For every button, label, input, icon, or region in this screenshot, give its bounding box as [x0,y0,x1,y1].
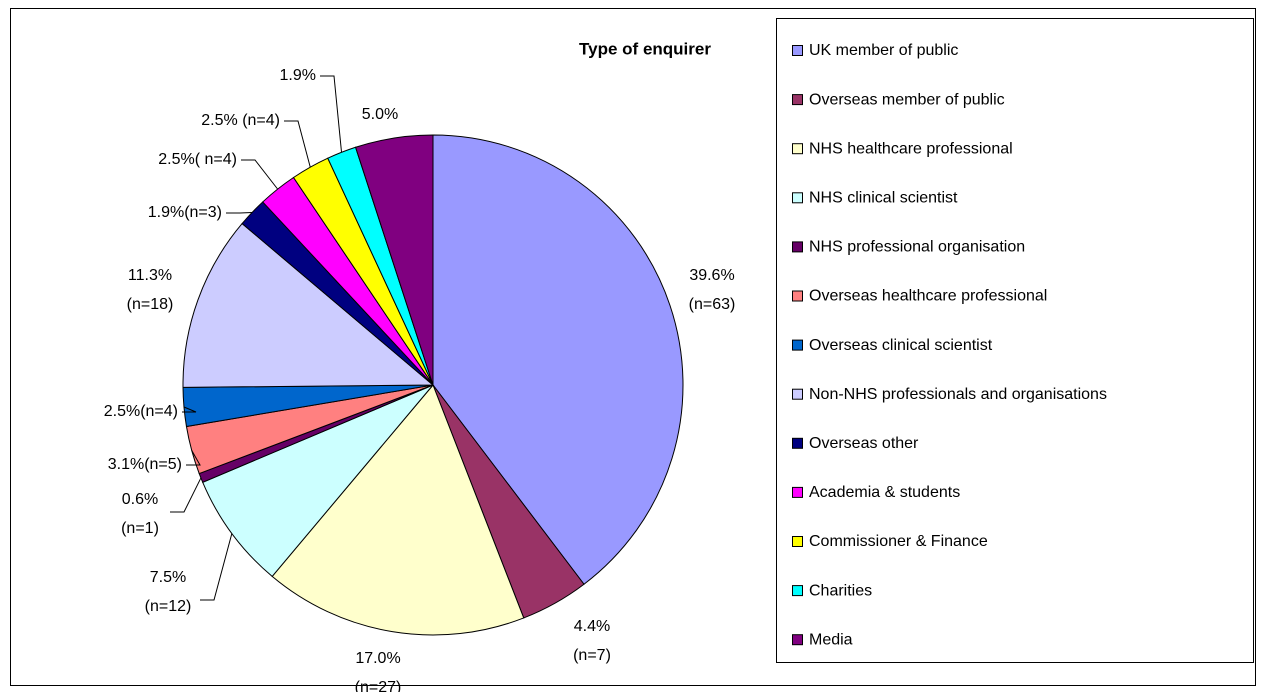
legend-label: NHS professional organisation [809,239,1025,256]
data-label: 4.4% [574,618,610,635]
pie-slice [182,222,435,388]
legend-label: Overseas clinical scientist [809,337,993,354]
leader-line [284,120,311,168]
legend-label: Academia & students [809,484,960,501]
data-label: 2.5% (n=4) [201,112,280,129]
data-label: 1.9%(n=3) [148,204,222,221]
legend-swatch [792,45,803,56]
data-label: (n=12) [145,598,192,615]
legend-swatch [792,486,803,498]
leader-line [182,406,197,413]
legend-label: NHS clinical scientist [809,190,958,207]
pie-slice [432,134,684,585]
legend-swatch [792,585,803,597]
leader-line [226,211,253,214]
legend-label: Overseas healthcare professional [809,288,1047,305]
legend-box [776,18,1254,663]
leader-line [241,159,279,190]
data-label: 2.5%(n=4) [104,403,178,420]
data-label: 7.5% [150,569,186,586]
legend-label: Overseas other [809,435,919,452]
data-label: 11.3% [128,267,172,284]
legend-swatch [792,192,803,204]
legend-label: UK member of public [809,42,958,59]
legend-swatch [792,536,803,547]
pie-slice [271,384,525,636]
legend-label: Commissioner & Finance [809,533,988,550]
legend-label: Non-NHS professionals and organisations [809,386,1107,403]
data-label: 17.0% [355,650,400,667]
leader-line [186,450,201,466]
data-label: (n=18) [127,296,174,313]
legend-swatch [792,94,803,106]
data-label: 3.1%(n=5) [108,456,182,473]
data-label: (n=63) [689,296,736,313]
legend-label: Media [809,631,853,648]
data-label: 5.0% [362,106,398,123]
leader-line [170,477,202,513]
data-label: (n=1) [121,520,159,537]
data-label: (n=7) [573,647,611,664]
legend-swatch [792,290,803,302]
legend-swatch [792,437,803,449]
legend-swatch [792,143,803,155]
chart-title: Type of enquirer [579,39,711,58]
data-label: 1.9% [280,67,316,84]
legend-swatch [792,388,803,400]
legend-swatch [792,339,803,351]
leader-line [320,75,343,153]
pie-slice [202,384,434,578]
legend-swatch [792,634,803,646]
data-label: 2.5%( n=4) [158,151,237,168]
legend-label: NHS healthcare professional [809,140,1013,157]
data-label: (n=27) [355,679,402,692]
leader-line [200,533,233,601]
data-label: 39.6% [689,267,734,284]
legend-swatch [792,241,803,253]
pie-slice [354,134,434,386]
data-label: 0.6% [122,491,158,508]
legend-label: Charities [809,582,872,599]
legend-label: Overseas member of public [809,91,1005,108]
